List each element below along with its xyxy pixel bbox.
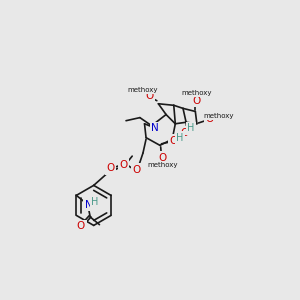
Text: methoxy: methoxy (128, 87, 158, 93)
Text: O: O (193, 96, 201, 106)
Text: methoxy: methoxy (182, 90, 212, 96)
Text: methoxy: methoxy (203, 113, 234, 119)
Text: H: H (91, 196, 98, 206)
Text: N: N (85, 200, 92, 210)
Text: O: O (120, 160, 128, 170)
Text: methoxy: methoxy (148, 162, 178, 168)
Text: O: O (145, 91, 153, 101)
Text: O: O (180, 128, 189, 138)
Text: H: H (187, 123, 194, 134)
Text: O: O (133, 165, 141, 175)
Text: O: O (106, 164, 115, 173)
Text: O: O (205, 114, 213, 124)
Text: N: N (152, 123, 159, 134)
Text: O: O (159, 153, 167, 163)
Text: O: O (77, 221, 85, 231)
Text: O: O (169, 136, 178, 146)
Text: H: H (176, 133, 184, 142)
